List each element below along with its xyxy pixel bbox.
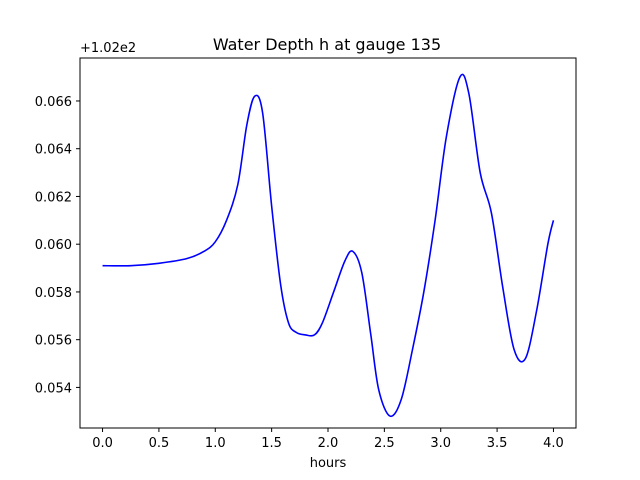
x-tick-label: 0.5	[149, 436, 170, 451]
y-tick-label: 0.062	[35, 190, 72, 205]
y-tick-label: 0.054	[35, 381, 72, 396]
x-tick-label: 1.0	[205, 436, 226, 451]
y-tick-label: 0.060	[35, 238, 72, 253]
x-tick-label: 2.5	[374, 436, 395, 451]
x-tick-label: 3.0	[430, 436, 451, 451]
y-tick-label: 0.058	[35, 286, 72, 301]
x-tick-label: 1.5	[261, 436, 282, 451]
x-tick-label: 4.0	[543, 436, 564, 451]
chart-title: Water Depth h at gauge 135	[213, 35, 441, 54]
y-tick-label: 0.066	[35, 95, 72, 110]
plot-area	[79, 57, 577, 429]
x-axis: 0.0 0.5 1.0 1.5 2.0 2.5 3.0 3.5 4.0	[92, 428, 564, 451]
x-axis-label: hours	[310, 456, 347, 471]
x-tick-label: 0.0	[92, 436, 113, 451]
y-tick-label: 0.056	[35, 334, 72, 349]
series-line	[102, 73, 555, 418]
x-tick-label: 2.0	[318, 436, 339, 451]
plot-frame	[79, 57, 577, 429]
y-axis: 0.054 0.056 0.058 0.060 0.062 0.064 0.066	[35, 95, 80, 396]
y-offset-label: +1.02e2	[80, 41, 136, 56]
y-tick-label: 0.064	[35, 143, 72, 158]
x-tick-label: 3.5	[487, 436, 508, 451]
